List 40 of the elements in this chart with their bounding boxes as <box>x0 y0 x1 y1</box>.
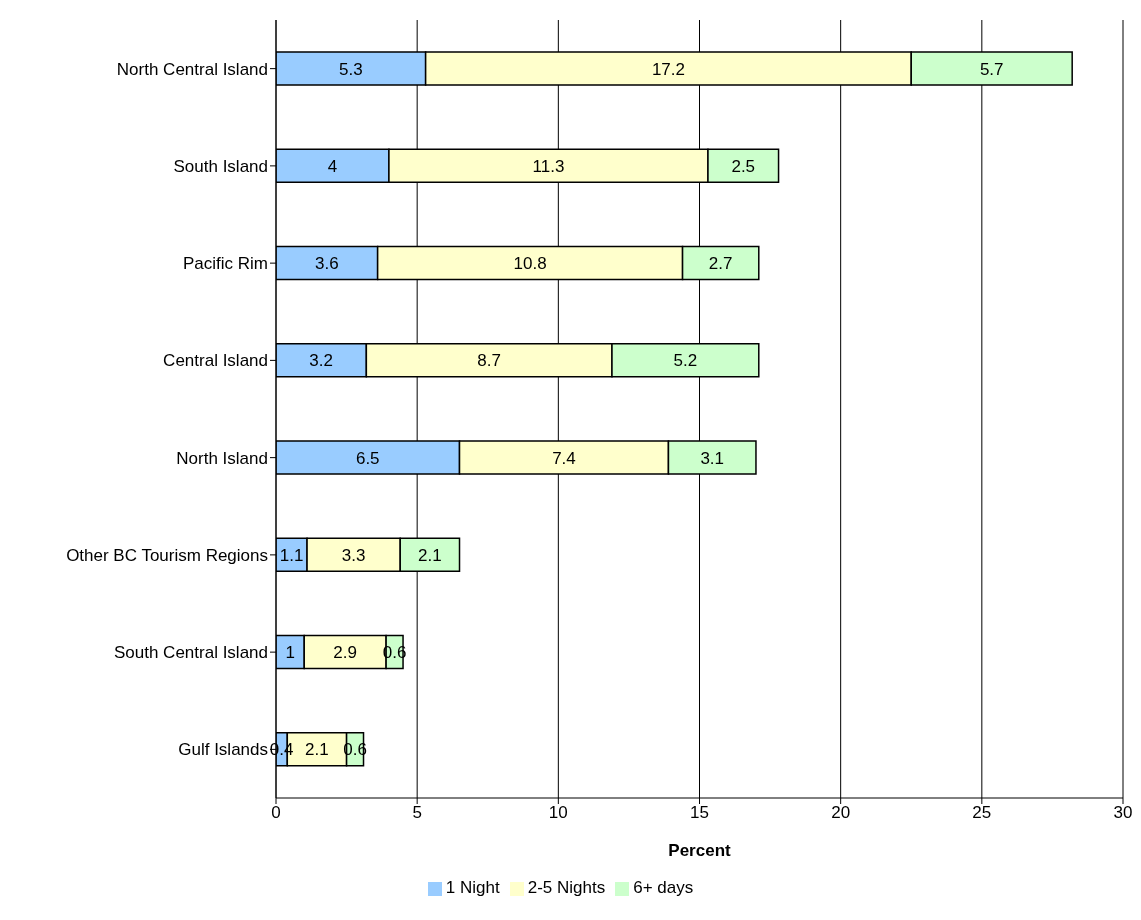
data-label: 2.1 <box>305 740 329 760</box>
x-tick-label: 15 <box>690 803 709 823</box>
x-tick-label: 20 <box>831 803 851 823</box>
data-label: 5.3 <box>339 59 363 79</box>
y-tick-label: North Central Island <box>116 59 268 79</box>
x-tick-label: 0 <box>271 803 281 823</box>
data-label: 6.5 <box>355 448 380 468</box>
data-label: 3.1 <box>700 448 725 468</box>
data-label: 7.4 <box>552 448 576 468</box>
data-label: 2.7 <box>708 254 733 274</box>
legend-label: 6+ days <box>633 878 694 897</box>
y-tick-label: South Island <box>173 156 268 176</box>
data-label: 5.2 <box>673 351 698 371</box>
data-label: 3.3 <box>341 545 366 565</box>
x-tick-label: 10 <box>548 803 568 823</box>
data-label: 5.7 <box>979 59 1004 79</box>
data-label: 1.1 <box>279 545 304 565</box>
y-tick-label: Gulf Islands <box>178 740 268 760</box>
y-tick-label: Central Island <box>163 351 268 371</box>
legend-label: 2-5 Nights <box>527 878 606 897</box>
data-label: 2.5 <box>731 156 756 176</box>
data-label: 8.7 <box>477 351 501 371</box>
data-label: 2.9 <box>333 643 357 663</box>
data-label: 1 <box>285 643 295 663</box>
data-label: 4 <box>327 156 338 176</box>
data-label: 11.3 <box>532 156 565 176</box>
y-tick-label: Pacific Rim <box>182 254 268 274</box>
x-axis-title: Percent <box>668 841 732 860</box>
data-label: 2.1 <box>418 545 442 565</box>
data-label: 10.8 <box>513 254 547 274</box>
data-label: 17.2 <box>651 59 685 79</box>
y-tick-label: North Island <box>176 448 268 468</box>
x-tick-label: 30 <box>1113 803 1133 823</box>
y-tick-label: Other BC Tourism Regions <box>66 545 268 565</box>
x-tick-label: 5 <box>412 803 422 823</box>
x-tick-label: 25 <box>972 803 992 823</box>
data-label: 3.2 <box>309 351 333 371</box>
legend-label: 1 Night <box>445 878 500 897</box>
y-tick-label: South Central Island <box>113 643 268 663</box>
data-label: 3.6 <box>315 254 339 274</box>
